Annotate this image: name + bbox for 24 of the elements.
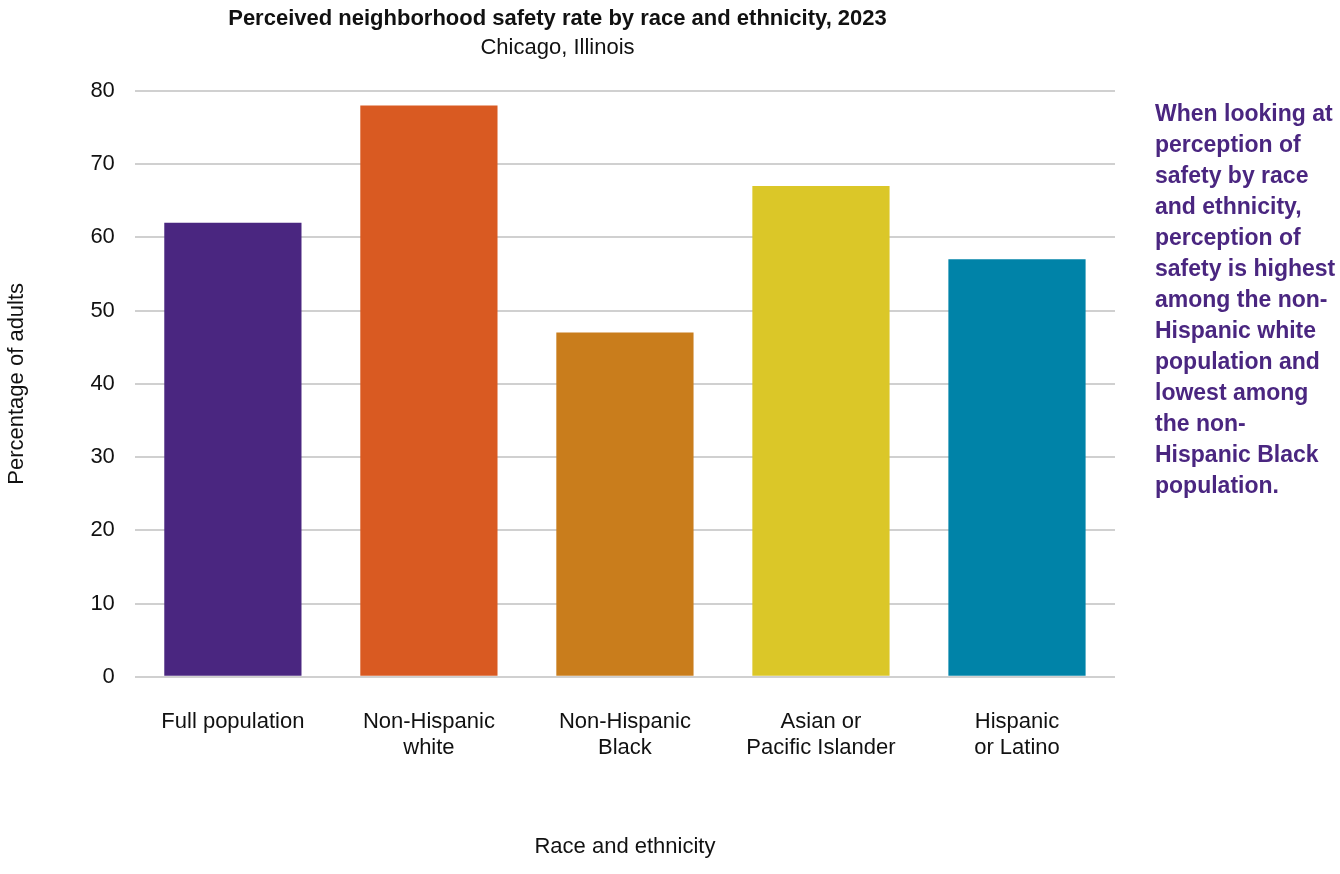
chart-subtitle: Chicago, Illinois — [480, 33, 635, 59]
x-axis-title: Race and ethnicity — [534, 832, 716, 858]
bar — [164, 222, 302, 676]
y-tick-label: 20 — [90, 516, 115, 542]
x-tick-label: Full population — [161, 708, 305, 734]
text: When looking at perception of safety by race and ethnicity, perception of safety is highest among the non-Hispanic white population and lowest among the non-Hispanic Black population. — [1155, 100, 1336, 498]
chart-title: Perceived neighborhood safety rate by race and ethnicity, 2023 — [228, 5, 887, 31]
y-tick-label: 0 — [102, 662, 115, 688]
y-tick-label: 30 — [90, 443, 115, 469]
y-tick-label: 40 — [90, 369, 115, 395]
x-tick-label: Non-Hispanic Black — [558, 708, 691, 760]
bar — [752, 186, 890, 676]
x-tick-label: Hispanic or Latino — [974, 708, 1060, 760]
y-tick-label: 10 — [90, 589, 115, 615]
y-tick-label: 50 — [90, 296, 115, 322]
y-axis-title: Percentage of adults — [3, 282, 29, 485]
bar — [948, 259, 1086, 676]
bar — [556, 332, 694, 676]
y-tick-label: 80 — [90, 76, 115, 102]
y-tick-label: 70 — [90, 150, 115, 176]
x-tick-label: Non-Hispanic white — [362, 708, 495, 760]
y-tick-label: 60 — [90, 223, 115, 249]
x-tick-label: Asian or Pacific Islander — [746, 708, 896, 760]
bar — [360, 105, 498, 676]
